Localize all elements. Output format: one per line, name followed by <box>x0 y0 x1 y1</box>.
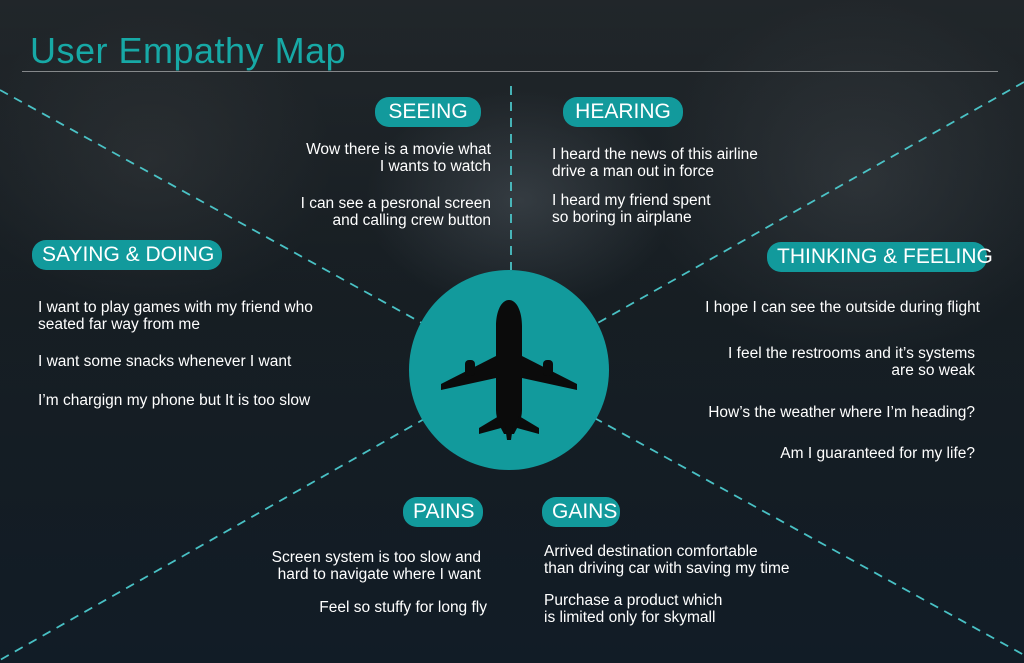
pains-note-2: Feel so stuffy for long fly <box>319 599 487 616</box>
tag-seeing: SEEING <box>375 97 481 127</box>
thinking-feeling-note-1: I hope I can see the outside during flig… <box>705 299 980 316</box>
thinking-feeling-note-4: Am I guaranteed for my life? <box>780 445 975 462</box>
seeing-note-1: Wow there is a movie what I wants to wat… <box>306 141 491 175</box>
thinking-feeling-note-2: I feel the restrooms and it’s systems ar… <box>728 345 975 379</box>
tag-pains: PAINS <box>403 497 483 527</box>
page-title: User Empathy Map <box>30 30 347 71</box>
title-divider <box>22 71 998 72</box>
hearing-note-2: I heard my friend spent so boring in air… <box>552 192 711 226</box>
hearing-note-1: I heard the news of this airline drive a… <box>552 146 758 180</box>
saying-doing-note-1: I want to play games with my friend who … <box>38 299 313 333</box>
tag-thinking-feeling: THINKING & FEELING <box>767 242 993 272</box>
tag-saying-doing: SAYING & DOING <box>32 240 222 270</box>
saying-doing-note-2: I want some snacks whenever I want <box>38 353 292 370</box>
gains-note-2: Purchase a product which is limited only… <box>544 592 723 626</box>
gains-note-1: Arrived destination comfortable than dri… <box>544 543 790 577</box>
divider-diagonal-upper-right <box>579 81 1024 334</box>
divider-diagonal-lower-left <box>0 409 441 661</box>
thinking-feeling-note-3: How’s the weather where I’m heading? <box>708 404 975 421</box>
divider-diagonal-upper-left <box>0 89 441 334</box>
airplane-icon <box>441 300 577 440</box>
tag-gains: GAINS <box>542 497 620 527</box>
saying-doing-note-3: I’m chargign my phone but It is too slow <box>38 392 311 409</box>
tag-hearing: HEARING <box>563 97 683 127</box>
divider-diagonal-lower-right <box>579 409 1024 656</box>
center-circle <box>409 270 609 470</box>
pains-note-1: Screen system is too slow and hard to na… <box>271 549 481 583</box>
seeing-note-2: I can see a pesronal screen and calling … <box>300 195 491 229</box>
